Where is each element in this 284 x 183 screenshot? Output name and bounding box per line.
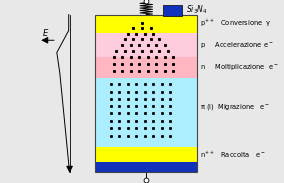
Text: E: E — [43, 29, 48, 38]
Bar — [95, 78, 197, 147]
Text: p$^{++}$   Conversione  γ: p$^{++}$ Conversione γ — [200, 18, 271, 29]
Bar — [95, 33, 197, 57]
Bar — [95, 162, 197, 172]
Bar — [95, 15, 197, 33]
Text: π (i)  Migrazione   e$^-$: π (i) Migrazione e$^-$ — [200, 102, 270, 112]
Text: n     Moltiplicazione  e$^-$: n Moltiplicazione e$^-$ — [200, 62, 278, 72]
Bar — [163, 5, 182, 16]
Bar — [95, 57, 197, 78]
Bar — [95, 147, 197, 162]
Text: n$^{++}$   Raccolta   e$^-$: n$^{++}$ Raccolta e$^-$ — [200, 150, 265, 160]
Text: Si$_3$N$_4$: Si$_3$N$_4$ — [186, 4, 208, 16]
Bar — [95, 15, 197, 172]
Text: p     Accelerazione e$^-$: p Accelerazione e$^-$ — [200, 40, 273, 50]
